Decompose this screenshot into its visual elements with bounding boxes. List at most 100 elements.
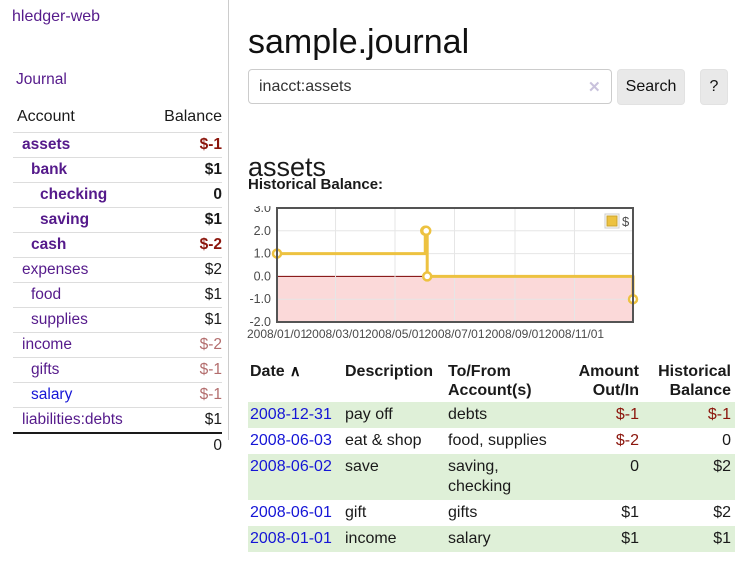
amount-column-header: Amount Out/In bbox=[578, 363, 639, 399]
x-tick-label: 2008/05/01 bbox=[365, 327, 425, 341]
transaction-balance: $2 bbox=[713, 458, 731, 475]
clear-search-icon[interactable]: ✕ bbox=[588, 79, 601, 96]
account-heading: assets bbox=[248, 152, 327, 183]
help-button[interactable]: ? bbox=[700, 69, 728, 105]
transaction-date-link[interactable]: 2008-06-03 bbox=[250, 432, 332, 449]
sidebar-account-link[interactable]: saving bbox=[40, 211, 90, 228]
x-tick-label: 2008/01/01 bbox=[247, 327, 307, 341]
search-input[interactable] bbox=[248, 69, 612, 104]
transaction-row: 2008-12-31 pay off debts $-1 $-1 bbox=[248, 402, 735, 428]
transaction-accounts: gifts bbox=[448, 504, 478, 521]
sidebar-account-link[interactable]: bank bbox=[31, 161, 68, 178]
sidebar-account-link[interactable]: liabilities:debts bbox=[22, 411, 123, 428]
transaction-description: save bbox=[345, 458, 379, 475]
account-balance: $-1 bbox=[146, 382, 222, 408]
account-row: salary $-1 bbox=[13, 382, 222, 408]
total-row: 0 bbox=[13, 432, 222, 458]
account-row: gifts $-1 bbox=[13, 357, 222, 383]
balance-column-header: Historical Balance bbox=[658, 363, 731, 399]
y-tick-label: -2.0 bbox=[249, 315, 271, 329]
transaction-description: gift bbox=[345, 504, 367, 521]
legend-label: $ bbox=[622, 214, 630, 229]
account-row: income $-2 bbox=[13, 332, 222, 358]
y-tick-label: -1.0 bbox=[249, 292, 271, 306]
account-balance: $-2 bbox=[146, 232, 222, 258]
y-tick-label: 3.0 bbox=[254, 206, 271, 215]
data-point-marker bbox=[421, 271, 433, 282]
transaction-balance: $2 bbox=[713, 504, 731, 521]
legend-swatch bbox=[606, 215, 618, 227]
transaction-accounts: debts bbox=[448, 406, 488, 423]
search-button[interactable]: Search bbox=[617, 69, 685, 105]
transaction-row: 2008-01-01 income salary $1 $1 bbox=[248, 526, 735, 552]
register-header-row: Date ∧ Description To/From Account(s) Amo… bbox=[248, 360, 735, 402]
transaction-description: income bbox=[345, 530, 397, 547]
transaction-amount: $-1 bbox=[615, 406, 639, 423]
sidebar-account-link[interactable]: cash bbox=[31, 236, 67, 253]
transaction-amount: $-2 bbox=[615, 432, 639, 449]
sidebar-account-link[interactable]: salary bbox=[31, 386, 73, 403]
page-title: sample.journal bbox=[248, 22, 470, 61]
account-balances-table: Account Balance assets $-1 bank $1 check… bbox=[13, 106, 222, 458]
transaction-balance: $1 bbox=[713, 530, 731, 547]
account-row: saving $1 bbox=[13, 207, 222, 233]
transaction-amount: $1 bbox=[621, 504, 639, 521]
transaction-balance: $-1 bbox=[707, 406, 731, 423]
transaction-accounts: food, supplies bbox=[448, 432, 547, 449]
balance-column-header: Balance bbox=[164, 108, 222, 125]
sidebar-account-link[interactable]: supplies bbox=[31, 311, 88, 328]
total-row-spacer bbox=[13, 432, 147, 458]
sidebar-account-link[interactable]: assets bbox=[22, 136, 71, 153]
transaction-row: 2008-06-03 eat & shop food, supplies $-2… bbox=[248, 428, 735, 454]
account-column-header: Account bbox=[17, 108, 75, 125]
account-row: expenses $2 bbox=[13, 257, 222, 283]
account-row: liabilities:debts $1 bbox=[13, 407, 222, 433]
transaction-amount: $1 bbox=[621, 530, 639, 547]
transaction-accounts: saving, checking bbox=[448, 458, 512, 495]
account-row: food $1 bbox=[13, 282, 222, 308]
search-bar: ✕ Search ? bbox=[248, 69, 738, 105]
transaction-date-link[interactable]: 2008-06-01 bbox=[250, 504, 332, 521]
account-balance: $2 bbox=[146, 257, 222, 283]
transaction-accounts: salary bbox=[448, 530, 491, 547]
account-balance: $-2 bbox=[146, 332, 222, 358]
y-tick-label: 0.0 bbox=[254, 269, 271, 283]
account-row: supplies $1 bbox=[13, 307, 222, 333]
description-column-header: Description bbox=[345, 363, 434, 380]
sidebar-item-journal[interactable]: Journal bbox=[16, 71, 67, 88]
account-balance: $1 bbox=[146, 207, 222, 233]
account-balance: $1 bbox=[146, 157, 222, 183]
transaction-description: pay off bbox=[345, 406, 393, 423]
x-tick-label: 2008/07/01 bbox=[424, 327, 484, 341]
sidebar-account-link[interactable]: checking bbox=[40, 186, 108, 203]
y-tick-label: 2.0 bbox=[254, 224, 271, 238]
transaction-date-link[interactable]: 2008-12-31 bbox=[250, 406, 332, 423]
transaction-date-link[interactable]: 2008-06-02 bbox=[250, 458, 332, 475]
account-balance: 0 bbox=[146, 182, 222, 208]
register-table: Date ∧ Description To/From Account(s) Amo… bbox=[248, 360, 735, 552]
transaction-amount: 0 bbox=[630, 458, 639, 475]
transaction-row: 2008-06-02 save saving, checking 0 $2 bbox=[248, 454, 735, 500]
date-column-header[interactable]: Date ∧ bbox=[248, 360, 343, 402]
sort-asc-icon: ∧ bbox=[289, 363, 301, 380]
account-balance: $1 bbox=[146, 282, 222, 308]
transaction-balance: 0 bbox=[722, 432, 731, 449]
account-balance: $1 bbox=[146, 307, 222, 333]
app-brand-link[interactable]: hledger-web bbox=[12, 8, 101, 25]
account-balance: $-1 bbox=[146, 357, 222, 383]
account-row: cash $-2 bbox=[13, 232, 222, 258]
chart-title: Historical Balance: bbox=[248, 176, 384, 193]
plot-border bbox=[276, 207, 634, 323]
transaction-description: eat & shop bbox=[345, 432, 422, 449]
sidebar-account-link[interactable]: food bbox=[31, 286, 62, 303]
date-header-label: Date bbox=[250, 363, 285, 380]
account-balance: $1 bbox=[146, 407, 222, 433]
sidebar-account-link[interactable]: gifts bbox=[31, 361, 60, 378]
sidebar-account-link[interactable]: expenses bbox=[22, 261, 89, 278]
account-row: bank $1 bbox=[13, 157, 222, 183]
sidebar-account-link[interactable]: income bbox=[22, 336, 72, 353]
x-tick-label: 2008/03/01 bbox=[305, 327, 365, 341]
transaction-date-link[interactable]: 2008-01-01 bbox=[250, 530, 332, 547]
historical-balance-chart: $3.0 2.0 1.0 0.0 -1.0 -2.0 2008/01/01 2008/03/0… bbox=[245, 201, 639, 346]
